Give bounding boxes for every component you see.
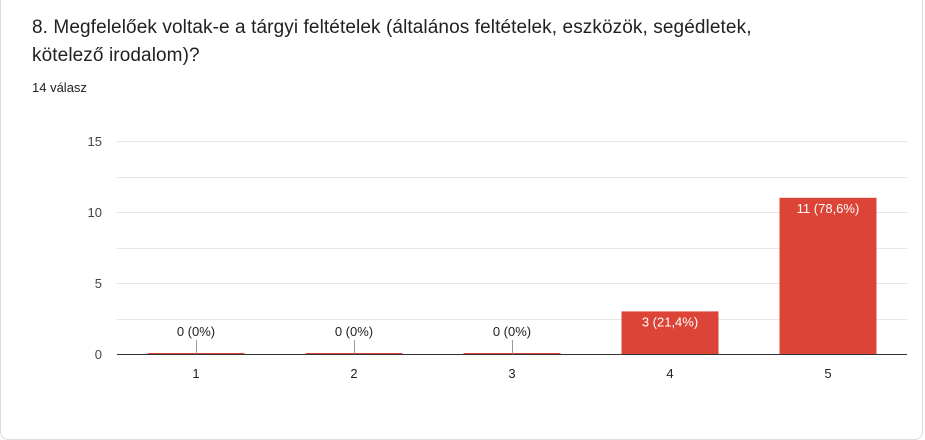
x-tick-label: 2: [350, 366, 357, 381]
response-count: 14 válasz: [32, 80, 87, 95]
y-tick-label: 10: [88, 205, 102, 220]
x-tick-label: 5: [824, 366, 831, 381]
y-tick-label: 5: [95, 276, 102, 291]
x-tick-label: 3: [508, 366, 515, 381]
y-tick-label: 15: [88, 134, 102, 149]
y-tick-label: 0: [95, 347, 102, 362]
data-label: 11 (78,6%): [797, 201, 860, 216]
data-label: 0 (0%): [493, 324, 531, 339]
data-label: 0 (0%): [335, 324, 373, 339]
bar: [779, 197, 877, 354]
question-title: 8. Megfelelőek voltak-e a tárgyi feltéte…: [32, 17, 752, 66]
bar-chart: 0 5 10 15 0 (0%) 1 0 (0%) 2 0 (0%) 3 3 (21,4%) 4 11 …: [88, 134, 907, 381]
data-label: 3 (21,4%): [642, 314, 698, 329]
bar: [621, 311, 719, 354]
x-tick-label: 4: [666, 366, 673, 381]
x-tick-label: 1: [192, 366, 199, 381]
data-label: 0 (0%): [177, 324, 215, 339]
